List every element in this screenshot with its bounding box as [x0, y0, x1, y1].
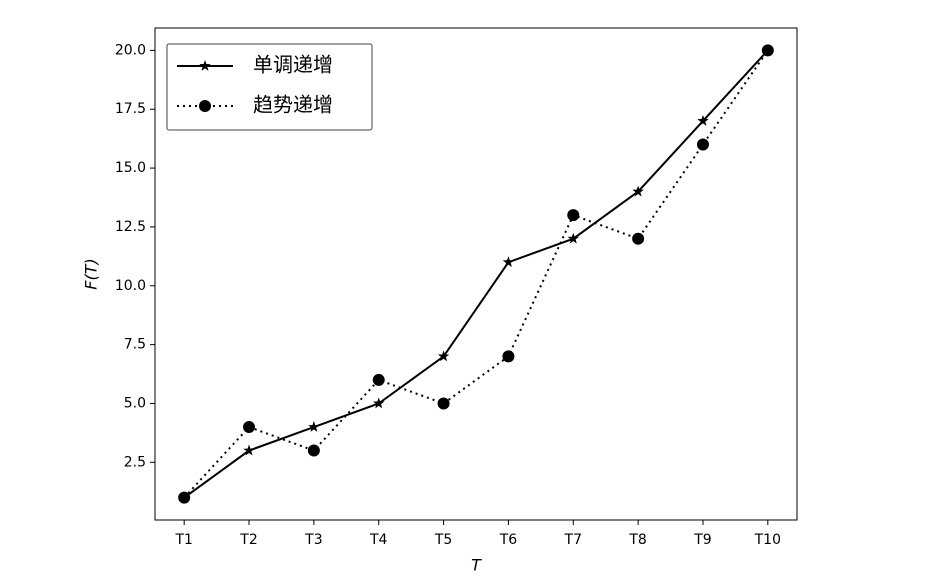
circle-marker: [761, 44, 774, 57]
x-tick-label: T5: [434, 532, 452, 548]
x-tick-label: T4: [369, 532, 388, 548]
x-tick-label: T1: [174, 532, 192, 548]
star-marker: [632, 185, 644, 197]
star-marker: [199, 60, 211, 71]
y-axis-label: F(T): [82, 258, 101, 289]
circle-marker: [372, 373, 385, 386]
legend-label: 趋势递增: [253, 93, 333, 117]
x-axis-label: T: [471, 556, 482, 575]
y-tick-label: 15.0: [115, 160, 146, 176]
y-tick-label: 5.0: [124, 395, 146, 411]
y-tick-label: 7.5: [124, 337, 146, 353]
star-marker: [697, 114, 709, 126]
circle-marker: [502, 350, 515, 363]
series-line: [183, 49, 769, 499]
y-tick-label: 12.5: [115, 219, 146, 235]
circle-marker: [199, 100, 211, 112]
circle-marker: [307, 444, 320, 457]
circle-marker: [437, 397, 450, 410]
y-tick-label: 20.0: [115, 42, 146, 58]
circle-marker: [243, 421, 256, 434]
x-tick-label: T3: [304, 532, 322, 548]
x-tick-label: T10: [754, 532, 781, 548]
y-tick-label: 17.5: [115, 101, 146, 117]
star-marker: [373, 397, 385, 409]
y-tick-label: 10.0: [115, 278, 146, 294]
x-tick-label: T6: [499, 532, 518, 548]
series-line: [183, 49, 769, 499]
circle-marker: [178, 491, 191, 504]
circle-marker: [696, 138, 709, 151]
x-tick-label: T9: [693, 532, 711, 548]
circle-marker: [567, 209, 580, 222]
x-tick-label: T8: [628, 532, 646, 548]
star-marker: [243, 444, 255, 456]
star-marker: [567, 232, 579, 244]
star-marker: [437, 350, 450, 362]
x-tick-label: T7: [564, 532, 582, 548]
star-marker: [502, 256, 515, 268]
legend-label: 单调递增: [253, 53, 333, 77]
y-tick-label: 2.5: [124, 454, 146, 470]
star-marker: [308, 421, 320, 432]
plot-frame: [154, 27, 798, 521]
x-tick-label: T2: [239, 532, 257, 548]
circle-marker: [632, 232, 645, 245]
